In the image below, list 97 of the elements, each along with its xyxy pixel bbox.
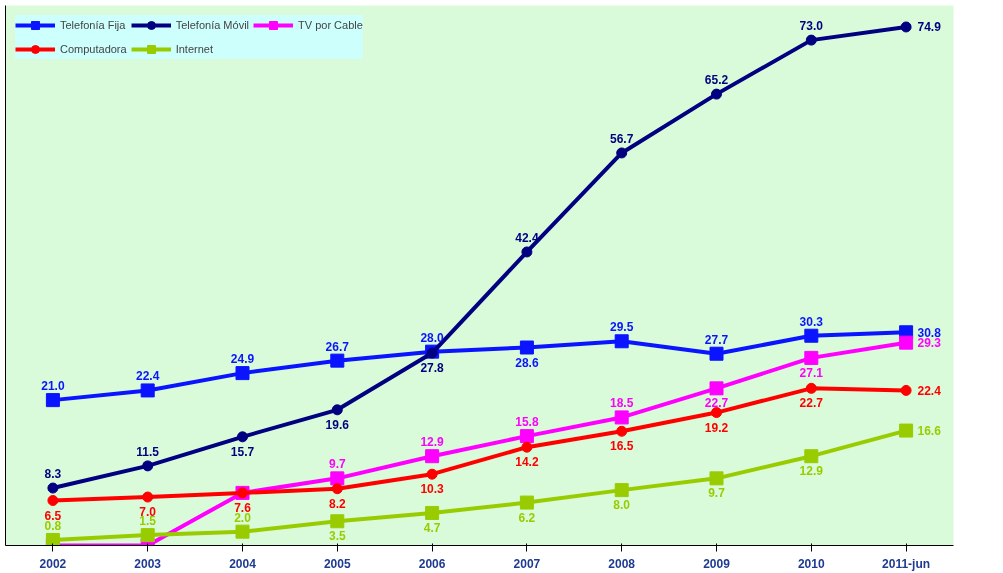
point [425,505,440,520]
data-label: 16.6 [917,424,942,439]
data-label: 22.4 [136,369,160,384]
x-tick-label: 2002 [39,556,67,571]
data-label: 10.3 [420,482,445,497]
data-label: 74.9 [917,20,942,35]
point [899,423,914,438]
x-tick-label: 2007 [513,556,541,571]
point [709,381,724,396]
data-label: 4.7 [423,520,441,535]
point [804,449,819,464]
point [140,528,155,543]
data-label: 18.5 [610,396,634,411]
point [519,340,534,355]
data-label: 56.7 [610,131,634,146]
legend-label: Telefonía Fija [60,18,126,32]
x-tick-label: 2008 [608,556,636,571]
point [235,366,250,381]
data-label: 19.6 [325,417,350,432]
data-label: 7.6 [234,500,252,515]
data-label: 29.3 [917,336,942,351]
data-label: 27.1 [799,365,824,380]
data-label: 21.0 [41,379,65,394]
point [804,328,819,343]
data-label: 9.7 [708,486,726,501]
data-label: 6.2 [518,510,536,525]
data-label: 28.6 [515,355,539,370]
point [521,441,533,453]
point [47,495,59,506]
x-tick-label: 2004 [229,556,257,571]
x-tick-label: 2010 [797,556,825,571]
point [711,88,722,100]
x-tick-label: 2011-jun [882,556,931,571]
data-label: 16.5 [610,439,634,454]
legend-label: Telefonía Móvil [175,18,250,32]
point [709,471,724,486]
data-label: 9.7 [328,457,346,472]
point [899,335,914,350]
point [426,468,438,480]
point [616,147,628,159]
point [330,471,345,486]
point [331,483,343,495]
point [900,384,912,396]
point [330,514,345,529]
x-tick-label: 2005 [323,556,351,571]
point [140,383,155,398]
point [142,460,154,472]
point [805,382,817,394]
point [235,524,250,539]
data-label: 12.9 [420,435,445,450]
data-label: 27.7 [704,332,729,347]
data-label: 11.5 [136,444,160,459]
legend-label: Computadora [60,42,127,56]
point [521,246,533,258]
data-label: 22.7 [704,396,729,411]
point [709,346,724,361]
x-tick-label: 2003 [134,556,162,571]
data-label: 65.2 [704,73,729,88]
point [330,353,345,368]
point [45,393,60,408]
data-label: 22.4 [917,383,942,398]
x-tick-label: 2006 [418,556,446,571]
point [616,425,628,437]
point [804,350,819,365]
data-label: 73.0 [799,19,824,34]
point [519,495,534,510]
point [47,482,59,494]
data-label: 15.7 [230,444,255,459]
legend-label: Internet [175,42,213,56]
point [614,410,629,425]
data-label: 12.9 [799,464,824,479]
data-label: 27.8 [420,361,445,376]
point [142,491,154,503]
point [805,34,817,46]
point [614,334,629,349]
data-label: 8.0 [613,498,631,513]
data-label: 15.8 [515,415,539,430]
x-tick-label: 2009 [703,556,731,571]
data-label: 29.5 [610,320,634,335]
point [331,404,343,416]
data-label: 26.7 [325,339,350,354]
data-label: 22.7 [799,396,824,411]
data-label: 24.9 [230,352,255,367]
data-label: 8.3 [44,467,62,482]
point [711,407,722,419]
legend-label: TV por Cable [298,18,363,32]
data-label: 14.2 [515,455,539,470]
point [614,483,629,498]
data-label: 8.2 [328,496,346,511]
data-label: 3.5 [328,529,346,544]
data-label: 28.0 [420,330,445,345]
point [519,429,534,444]
data-label: 30.3 [799,314,824,329]
point [237,431,248,443]
point [425,449,440,464]
data-label: 19.2 [704,420,729,435]
point [900,21,912,33]
